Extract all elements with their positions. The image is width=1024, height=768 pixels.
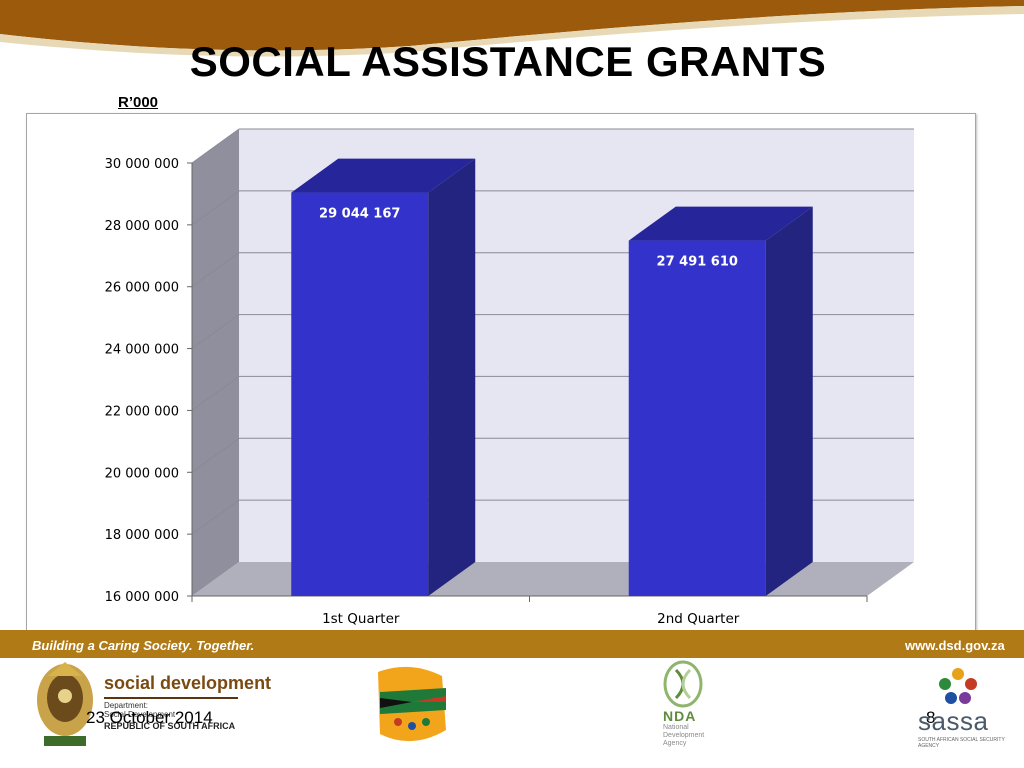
dsd-country: REPUBLIC OF SOUTH AFRICA: [104, 721, 236, 731]
page-title: SOCIAL ASSISTANCE GRANTS: [189, 38, 827, 85]
bars: [291, 158, 813, 596]
y-tick-label: 28 000 000: [105, 219, 179, 234]
bar-front: [628, 240, 766, 596]
sassa-logo-text: sassa SOUTH AFRICAN SOCIAL SECURITY AGEN…: [918, 706, 1024, 749]
dsd-divider: [104, 697, 238, 699]
bar-side: [765, 206, 813, 596]
bar-chart: 16 000 000 18 000 000 20 000 000 22 000 000…: [26, 113, 976, 643]
footer-website-link[interactable]: www.dsd.gov.za: [905, 638, 1005, 653]
x-category-label: 2nd Quarter: [657, 611, 740, 627]
y-tick-label: 20 000 000: [105, 466, 179, 481]
bar-top: [628, 206, 813, 241]
footer-band: [0, 630, 1024, 658]
dsd-name: social development: [104, 673, 272, 693]
sassa-tagline: SOUTH AFRICAN SOCIAL SECURITY AGENCY: [918, 737, 1005, 749]
bar-side: [428, 158, 476, 596]
slide-date: 23 October 2014: [86, 708, 213, 727]
side-wall: [192, 129, 239, 596]
gridline-side: [191, 252, 240, 288]
y-tick-label: 16 000 000: [105, 590, 179, 605]
nda-line-1: National: [663, 724, 689, 731]
nda-line-2: Development: [663, 732, 705, 739]
nda-logo-text: NDA National Development Agency: [663, 708, 704, 748]
bar-top: [291, 158, 476, 193]
twenty-years-of-freedom-icon: [378, 666, 446, 742]
dsd-logo-text: social development Department: Social De…: [104, 673, 271, 731]
top-decorative-band: [0, 0, 1024, 57]
unit-label: R’000: [118, 94, 159, 111]
slide-number: 8: [926, 708, 936, 727]
footer-slogan: Building a Caring Society. Together.: [32, 638, 255, 653]
dsd-department: Department:: [104, 701, 149, 710]
gridline-side: [191, 128, 240, 164]
x-category-label: 1st Quarter: [322, 611, 400, 627]
data-label: 27 491 610: [657, 255, 738, 270]
nda-abbr: NDA: [663, 708, 697, 724]
coat-of-arms-icon: [37, 662, 93, 746]
y-tick-label: 22 000 000: [105, 404, 179, 419]
y-tick-label: 18 000 000: [105, 528, 179, 543]
y-tick-label: 30 000 000: [105, 157, 179, 172]
bar-front: [291, 192, 429, 596]
nda-line-3: Agency: [663, 740, 687, 747]
chart-svg: 16 000 000 18 000 000 20 000 000 22 000 000…: [105, 128, 914, 627]
gridline-side: [191, 314, 240, 349]
y-tick-label: 24 000 000: [105, 343, 179, 358]
logo-strip: [37, 660, 977, 746]
gridline-side: [191, 437, 240, 473]
sassa-name: sassa: [918, 706, 989, 736]
labels: 16 000 000 18 000 000 20 000 000 22 000 000…: [105, 157, 740, 627]
gridline-side: [191, 376, 240, 411]
gridline-side: [191, 190, 240, 226]
nda-swirl-icon: [663, 660, 703, 708]
sassa-hands-icon: [939, 668, 977, 704]
y-tick-label: 26 000 000: [105, 281, 179, 296]
gridline-side: [191, 499, 240, 535]
nda-full-name: National Development Agency: [663, 724, 704, 748]
data-label: 29 044 167: [319, 207, 400, 222]
dsd-department-name: Social Development: [104, 710, 176, 719]
